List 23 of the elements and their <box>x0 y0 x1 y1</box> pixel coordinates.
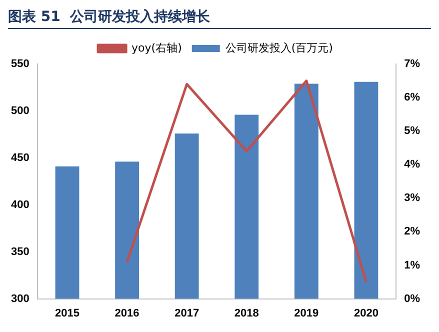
y-tick-label: 450 <box>10 152 30 164</box>
y-tick-label: 300 <box>10 292 30 305</box>
y2-tick-label: 7% <box>404 58 420 70</box>
y-tick-label: 400 <box>10 198 30 211</box>
y2-tick-label: 4% <box>404 158 420 171</box>
x-tick-label: 2017 <box>174 307 200 320</box>
x-tick-label: 2016 <box>114 307 140 320</box>
x-tick-label: 2015 <box>55 307 80 320</box>
x-tick-label: 2018 <box>234 307 259 320</box>
legend-label: 公司研发投入(百万元) <box>225 41 333 54</box>
y2-tick-label: 0% <box>404 292 420 305</box>
y-tick-label: 350 <box>10 246 30 258</box>
x-tick-label: 2019 <box>294 307 319 320</box>
legend-label: yoy(右轴) <box>132 41 182 54</box>
y2-tick-label: 2% <box>404 226 420 238</box>
y2-tick-label: 3% <box>404 192 420 204</box>
y-tick-label: 550 <box>10 58 30 70</box>
y-tick-label: 500 <box>10 104 30 117</box>
y2-tick-label: 1% <box>404 259 420 272</box>
chart-title: 图表 51 公司研发投入持续增长 <box>8 8 431 29</box>
y2-tick-label: 5% <box>404 125 420 138</box>
y2-tick-label: 6% <box>404 92 420 104</box>
x-tick-label: 2020 <box>354 307 378 320</box>
